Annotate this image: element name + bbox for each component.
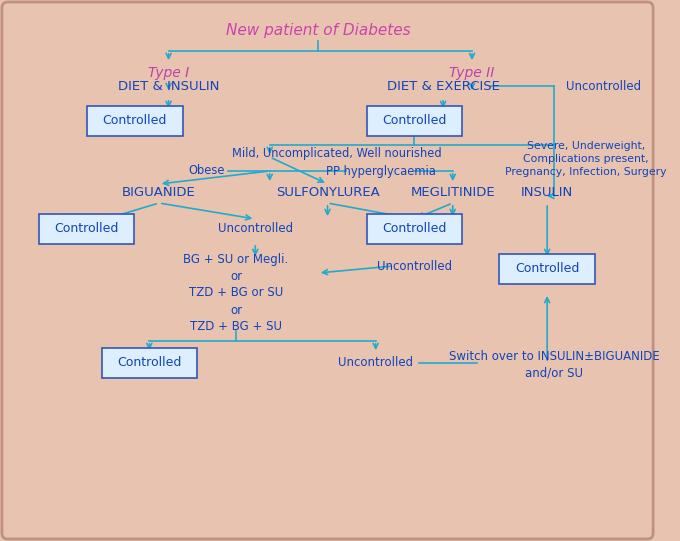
- Text: PP hyperglycaemia: PP hyperglycaemia: [326, 164, 435, 177]
- FancyBboxPatch shape: [101, 348, 197, 378]
- Text: New patient of Diabetes: New patient of Diabetes: [226, 23, 410, 38]
- Text: Controlled: Controlled: [382, 115, 446, 128]
- Text: Controlled: Controlled: [103, 115, 167, 128]
- Text: Controlled: Controlled: [382, 222, 446, 235]
- Text: Type I: Type I: [148, 66, 189, 80]
- Text: Controlled: Controlled: [117, 357, 182, 370]
- FancyBboxPatch shape: [87, 106, 182, 136]
- Text: Uncontrolled: Uncontrolled: [338, 357, 413, 370]
- Text: Uncontrolled: Uncontrolled: [377, 260, 452, 273]
- Text: INSULIN: INSULIN: [521, 187, 573, 200]
- Text: Controlled: Controlled: [515, 262, 579, 275]
- FancyBboxPatch shape: [367, 214, 462, 244]
- Text: BG + SU or Megli.
or
TZD + BG or SU
or
TZD + BG + SU: BG + SU or Megli. or TZD + BG or SU or T…: [184, 253, 288, 333]
- Text: Switch over to INSULIN±BIGUANIDE: Switch over to INSULIN±BIGUANIDE: [449, 349, 660, 362]
- Text: Uncontrolled: Uncontrolled: [566, 80, 641, 93]
- FancyBboxPatch shape: [500, 254, 595, 284]
- Text: Severe, Underweight,
Complications present,
Pregnancy, Infection, Surgery: Severe, Underweight, Complications prese…: [505, 141, 666, 177]
- FancyBboxPatch shape: [2, 2, 653, 539]
- Text: and/or SU: and/or SU: [525, 366, 583, 379]
- Text: SULFONYLUREA: SULFONYLUREA: [275, 187, 379, 200]
- Text: Type II: Type II: [449, 66, 495, 80]
- FancyBboxPatch shape: [367, 106, 462, 136]
- Text: Controlled: Controlled: [54, 222, 119, 235]
- Text: DIET & INSULIN: DIET & INSULIN: [118, 80, 219, 93]
- Text: Uncontrolled: Uncontrolled: [218, 222, 293, 235]
- Text: MEGLITINIDE: MEGLITINIDE: [411, 187, 495, 200]
- Text: DIET & EXERCISE: DIET & EXERCISE: [387, 80, 500, 93]
- Text: BIGUANIDE: BIGUANIDE: [122, 187, 196, 200]
- FancyBboxPatch shape: [39, 214, 135, 244]
- Text: Mild, Uncomplicated, Well nourished: Mild, Uncomplicated, Well nourished: [233, 147, 442, 160]
- Text: Obese: Obese: [189, 164, 225, 177]
